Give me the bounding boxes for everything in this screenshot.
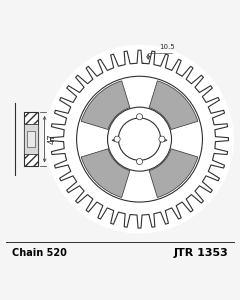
Wedge shape xyxy=(81,81,130,130)
Circle shape xyxy=(159,136,165,142)
Circle shape xyxy=(137,114,143,120)
Circle shape xyxy=(118,118,161,160)
Text: 96: 96 xyxy=(135,129,147,138)
Text: 47: 47 xyxy=(48,134,57,145)
Bar xyxy=(24,154,38,166)
Wedge shape xyxy=(149,149,198,197)
Bar xyxy=(24,112,38,124)
Polygon shape xyxy=(51,50,228,228)
Bar xyxy=(27,131,35,147)
Circle shape xyxy=(45,45,234,233)
Circle shape xyxy=(137,158,143,165)
Wedge shape xyxy=(81,149,130,197)
Text: Chain 520: Chain 520 xyxy=(12,248,66,258)
Text: 10.5: 10.5 xyxy=(159,44,175,50)
Wedge shape xyxy=(149,81,198,130)
Bar xyxy=(24,112,38,166)
Bar xyxy=(24,124,38,154)
Text: JTR 1353: JTR 1353 xyxy=(174,248,228,258)
Circle shape xyxy=(114,136,120,142)
